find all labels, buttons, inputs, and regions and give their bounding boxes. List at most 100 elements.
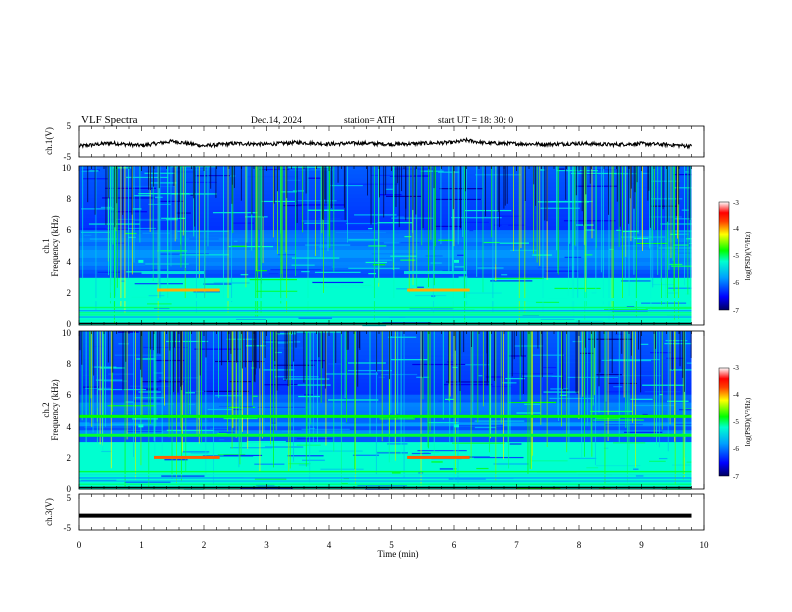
spectrogram-noise xyxy=(95,379,123,381)
spectrogram-noise xyxy=(537,267,570,269)
spectrogram-noise xyxy=(420,170,444,172)
spectrogram-sferic xyxy=(670,166,672,259)
spectrogram-dark-column xyxy=(690,331,692,358)
spectrogram-noise xyxy=(554,362,593,364)
spectrogram-dark-column xyxy=(498,166,500,228)
spectrogram-noise xyxy=(125,401,134,403)
spectrogram-dark-column xyxy=(230,331,232,354)
spectrogram-sferic xyxy=(542,166,544,318)
spectrogram-noise xyxy=(246,176,299,178)
spectrogram-noise xyxy=(400,241,419,244)
spectrogram-noise xyxy=(391,359,428,361)
spectrogram-noise xyxy=(627,422,636,424)
spectrogram-noise xyxy=(164,459,188,461)
spectrogram-dark-column xyxy=(251,166,253,215)
spectrogram-dark-column xyxy=(93,331,95,376)
time-tick-label: 8 xyxy=(577,540,582,550)
spectrogram-dark-column xyxy=(647,166,649,201)
spectrogram-noise xyxy=(620,402,656,404)
spectrogram-sferic xyxy=(148,331,150,487)
spectrogram-lowfreq-band xyxy=(79,306,692,309)
spectrogram-dark-column xyxy=(511,331,513,377)
spectrogram-noise xyxy=(81,208,117,210)
spectrogram-dark-column xyxy=(452,166,454,210)
spectrogram-noise xyxy=(296,200,337,202)
spectrogram-sferic xyxy=(540,331,542,425)
time-tick-label: 1 xyxy=(139,540,144,550)
spectrogram-sferic xyxy=(557,166,559,275)
spectrogram-sferic xyxy=(433,331,435,457)
spectrogram-noise xyxy=(185,181,217,184)
spectrogram-background-band xyxy=(79,241,692,246)
spectrogram-background-band xyxy=(79,221,692,227)
spectrogram-sferic xyxy=(466,166,468,305)
spectrogram-sferic xyxy=(108,166,109,276)
spectrogram-sferic xyxy=(232,166,234,233)
spectrogram-dark-column xyxy=(619,166,621,227)
spectrogram-sferic xyxy=(81,331,83,421)
time-tick-label: 0 xyxy=(77,540,82,550)
spectrogram-noise xyxy=(159,379,167,382)
spectrogram-dark-column xyxy=(358,331,360,349)
spectrogram-dark-column xyxy=(81,331,83,365)
spectrogram-background-band xyxy=(79,441,692,447)
spectrogram-noise xyxy=(187,390,205,392)
spectrogram-noise xyxy=(217,453,246,456)
spectrogram-dark-column xyxy=(598,331,600,387)
spectrogram-sferic xyxy=(556,166,558,251)
spectrogram-dark-column xyxy=(293,331,295,362)
spectrogram-noise xyxy=(409,308,454,310)
spectrogram-noise xyxy=(499,215,521,217)
spectrogram-noise xyxy=(230,245,247,247)
spectrogram-background-band xyxy=(79,201,692,207)
spectrogram-sferic xyxy=(310,331,312,425)
spectrogram-background-band xyxy=(79,213,692,219)
spectrogram-noise xyxy=(502,382,517,384)
spectrogram-dark-column xyxy=(159,331,161,354)
ch3-ytick-top: 5 xyxy=(67,493,72,503)
spectrogram-sferic xyxy=(421,166,423,246)
spectrogram-sferic xyxy=(653,331,655,438)
spectrogram-sferic xyxy=(403,331,405,479)
spectrogram-noise xyxy=(673,230,692,232)
spectrogram-sferic xyxy=(633,331,635,400)
spectrogram-noise xyxy=(589,410,633,412)
spectrogram-dark-column xyxy=(346,331,348,350)
spectrogram-sferic xyxy=(327,166,329,251)
spectrogram-dark-column xyxy=(141,331,143,378)
spectrogram-dark-column xyxy=(589,166,591,184)
spectrogram-sferic xyxy=(95,166,97,311)
spectrogram-noise xyxy=(80,228,129,230)
spectrogram-noise xyxy=(669,263,683,266)
spectrogram-sferic xyxy=(673,166,675,292)
spectrogram-noise xyxy=(219,405,243,408)
ch2-ytick-4: 4 xyxy=(67,422,72,432)
spectrogram-noise xyxy=(378,376,385,378)
spectrogram-dark-column xyxy=(524,166,526,201)
spectrogram-sferic xyxy=(557,331,559,415)
spectrogram-noise xyxy=(607,382,637,385)
spectrogram-dark-column xyxy=(608,166,610,215)
spectrogram-dark-column xyxy=(648,166,650,191)
spectrogram-noise xyxy=(138,391,161,393)
spectrogram-sferic xyxy=(567,166,569,297)
spectrogram-sferic xyxy=(495,166,497,265)
spectrogram-noise xyxy=(516,487,561,490)
spectrogram-noise xyxy=(291,257,340,259)
station-label: station= ATH xyxy=(344,116,395,126)
spectrogram-noise xyxy=(588,338,633,340)
spectrogram-dark-column xyxy=(537,331,539,349)
spectrogram-noise xyxy=(298,395,320,398)
spectrogram-sferic xyxy=(277,166,278,255)
spectrogram-background-band xyxy=(79,461,692,466)
spectrogram-dark-column xyxy=(503,166,505,209)
spectrogram-background-band xyxy=(79,217,692,223)
spectrogram-sferic xyxy=(520,166,522,249)
spectrogram-dark-column xyxy=(152,166,154,187)
spectrogram-noise xyxy=(189,238,219,240)
spectrogram-dark-column xyxy=(535,166,537,206)
spectrogram-sferic xyxy=(628,331,630,450)
spectrogram-dark-column xyxy=(576,331,578,394)
spectrogram-noise xyxy=(658,247,692,249)
spectrogram-noise xyxy=(166,340,209,343)
